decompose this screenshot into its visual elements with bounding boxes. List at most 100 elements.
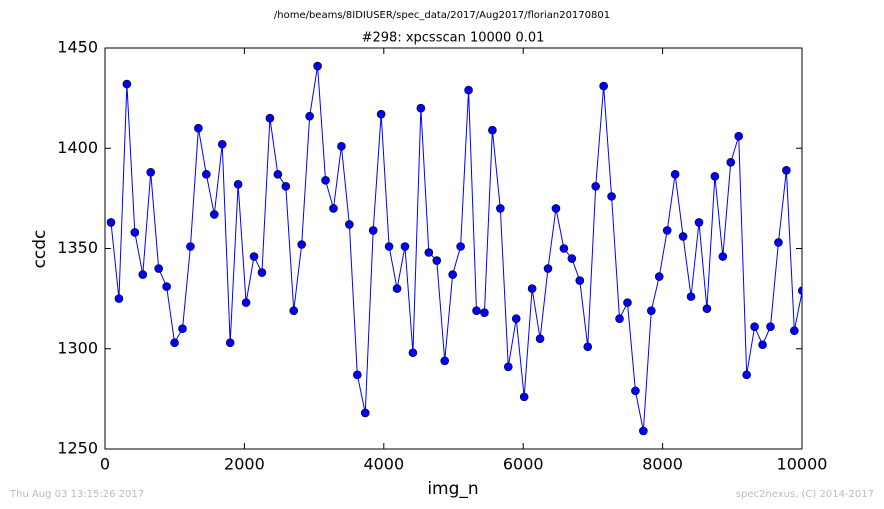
data-point [202, 170, 211, 179]
data-point [662, 226, 672, 235]
data-point [313, 61, 322, 71]
data-point [599, 81, 608, 91]
plot-area [106, 61, 802, 436]
data-point [782, 166, 791, 175]
y-tick-label: 1350 [57, 238, 98, 257]
data-point [337, 141, 346, 151]
y-tick-label: 1450 [57, 38, 98, 57]
x-tick-label: 10000 [777, 455, 828, 474]
data-point [543, 264, 553, 273]
x-tick-label: 0 [100, 455, 110, 474]
data-point [241, 298, 251, 307]
data-point [678, 232, 688, 241]
data-point [591, 182, 600, 191]
data-point [217, 139, 227, 149]
data-point [575, 276, 585, 285]
data-point [106, 218, 116, 227]
data-point [750, 322, 759, 331]
data-point [559, 244, 569, 253]
data-point [647, 306, 656, 315]
data-point [297, 240, 306, 249]
data-point [527, 284, 537, 293]
data-point [464, 85, 473, 95]
x-tick-label: 4000 [363, 455, 404, 474]
y-axis-label: ccdc [30, 230, 50, 269]
data-point [186, 242, 195, 251]
data-point [488, 125, 497, 135]
data-point [130, 228, 140, 237]
data-point [353, 370, 362, 380]
data-point [631, 386, 640, 396]
plot-frame [104, 47, 803, 450]
x-tick-label: 2000 [224, 455, 265, 474]
data-point [329, 204, 338, 213]
data-point [289, 306, 299, 315]
y-tick-label: 1400 [57, 138, 98, 157]
x-axis-label: img_n [427, 479, 478, 499]
data-point [726, 157, 736, 167]
data-point [154, 264, 163, 273]
data-point [440, 356, 450, 366]
data-point [694, 218, 704, 227]
data-point [496, 204, 505, 213]
data-point [233, 180, 243, 189]
data-point [567, 254, 577, 263]
data-point [345, 220, 354, 229]
data-point [448, 270, 457, 279]
data-point [623, 298, 632, 307]
x-tick-label: 6000 [503, 455, 544, 474]
data-point [114, 294, 124, 303]
y-tick-label: 1250 [57, 439, 98, 458]
data-point [249, 252, 259, 261]
data-point [551, 204, 561, 213]
data-point [702, 304, 712, 313]
data-point [742, 370, 751, 380]
data-point [376, 109, 386, 119]
data-point [774, 238, 783, 247]
footer-left: Thu Aug 03 13:15:26 2017 [9, 489, 144, 500]
footer-right: spec2nexus, (C) 2014-2017 [736, 489, 874, 500]
data-point [519, 392, 529, 402]
data-point [392, 284, 402, 293]
data-point [162, 282, 171, 291]
data-point [138, 270, 148, 279]
data-point [583, 342, 593, 352]
data-point [257, 268, 267, 277]
data-point [424, 248, 434, 257]
data-point [615, 314, 624, 323]
data-point [360, 408, 370, 418]
data-point [766, 322, 775, 331]
data-point [607, 192, 616, 201]
data-point [400, 242, 410, 251]
data-point [456, 242, 465, 251]
data-point [639, 426, 648, 436]
data-point [368, 226, 378, 235]
data-point [416, 103, 426, 113]
data-point [321, 176, 330, 185]
data-point [194, 123, 203, 133]
data-point [305, 111, 314, 121]
data-point [265, 113, 275, 123]
data-point [718, 252, 728, 261]
x-tick-label: 8000 [642, 455, 683, 474]
chart-title: #298: xpcsscan 10000 0.01 [362, 31, 545, 46]
data-point [511, 314, 521, 323]
data-point [122, 79, 132, 89]
data-point [734, 131, 744, 141]
data-point [503, 362, 513, 372]
data-point [146, 168, 156, 177]
data-point [710, 172, 720, 181]
data-point [432, 256, 442, 265]
data-point [178, 324, 187, 334]
data-point [535, 334, 545, 344]
data-point [472, 306, 481, 315]
data-point [209, 210, 219, 219]
data-point [480, 308, 489, 317]
data-point [686, 292, 696, 301]
data-point [408, 348, 418, 358]
data-line [110, 65, 802, 432]
data-point [790, 326, 799, 336]
suptitle: /home/beams/8IDIUSER/spec_data/2017/Aug2… [274, 10, 610, 21]
data-point [797, 286, 802, 295]
